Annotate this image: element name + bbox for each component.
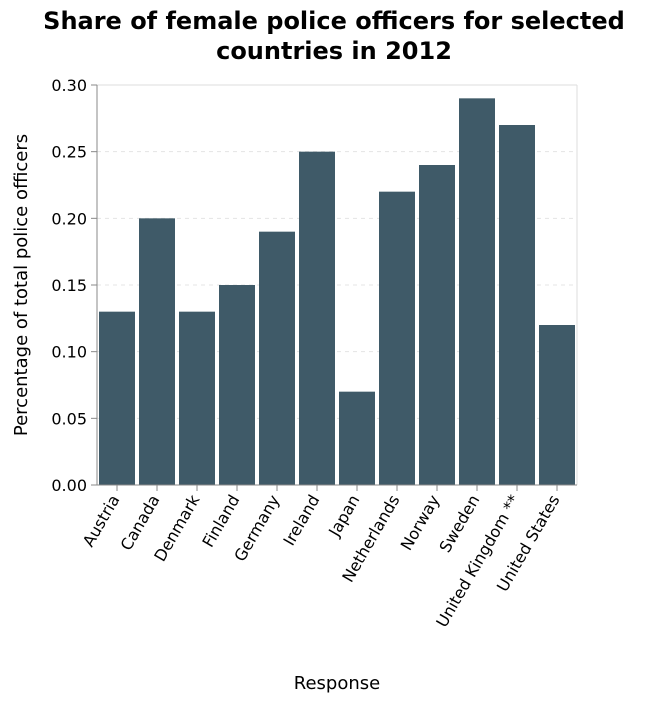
bar (139, 218, 175, 486)
y-tick-label: 0.30 (51, 76, 87, 95)
bar (379, 191, 415, 485)
gridlines (97, 151, 577, 419)
y-tick-label: 0.00 (51, 476, 87, 495)
y-tick-label: 0.20 (51, 209, 87, 228)
y-tick-label: 0.25 (51, 143, 87, 162)
bar (459, 98, 495, 485)
y-tick-label: 0.15 (51, 276, 87, 295)
x-tick-label: Ireland (279, 492, 323, 549)
bar (539, 325, 575, 485)
bar (419, 165, 455, 485)
bar (179, 311, 215, 485)
x-tick-label: Japan (324, 492, 363, 541)
bar (99, 311, 135, 485)
x-tick-label: Austria (79, 492, 124, 550)
chart-title-line-1: Share of female police officers for sele… (43, 7, 625, 35)
bar (299, 151, 335, 485)
bar (219, 285, 255, 485)
chart-title-line-2: countries in 2012 (216, 37, 452, 65)
bar (339, 391, 375, 485)
x-axis-ticks: AustriaCanadaDenmarkFinlandGermanyIrelan… (79, 485, 563, 630)
x-axis-title: Response (294, 673, 380, 694)
bar (259, 231, 295, 485)
y-axis-title: Percentage of total police officers (11, 134, 32, 436)
y-tick-label: 0.10 (51, 343, 87, 362)
bar (499, 125, 535, 485)
x-tick-label: Finland (198, 492, 243, 551)
y-axis-ticks: 0.00 0.05 0.10 0.15 0.20 0.25 0.30 (51, 76, 97, 495)
y-tick-label: 0.05 (51, 409, 87, 428)
bars (99, 98, 575, 486)
